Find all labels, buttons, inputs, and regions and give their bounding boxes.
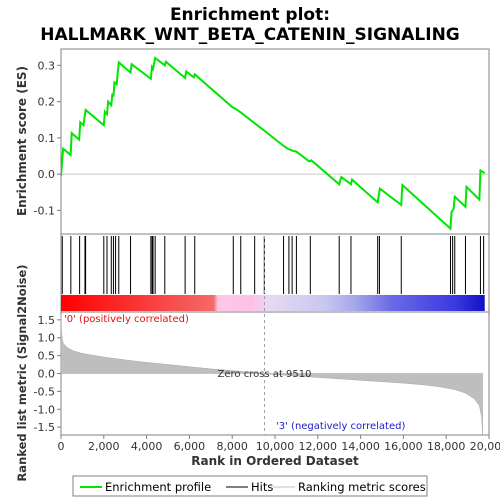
es-panel-frame <box>60 48 490 235</box>
es-y-tick-label: 0.0 <box>38 168 56 181</box>
metric-y-tick-label: 1.0 <box>38 332 56 345</box>
legend-metric-label: Ranking metric scores <box>298 480 426 494</box>
x-tick-label: 6,000 <box>174 440 206 453</box>
legend-enrichment-label: Enrichment profile <box>105 480 211 494</box>
x-axis-ticks: 0 2,000 4,000 6,000 8,000 10,000 12,000 14,000 1… <box>58 435 500 453</box>
legend-hits-label: Hits <box>251 480 273 494</box>
metric-y-tick-label: -1.0 <box>34 403 55 416</box>
es-y-axis-ticks: -0.1 0.0 0.1 0.2 0.3 <box>34 59 61 217</box>
positive-correlation-label: '0' (positively correlated) <box>64 314 189 325</box>
metric-panel: -1.5 -1.0 -0.5 0.0 0.5 1.0 1.5 '0' (positively… <box>15 236 500 482</box>
x-tick-label: 4,000 <box>131 440 163 453</box>
x-tick-label: 2,000 <box>88 440 120 453</box>
ranking-metric-area <box>60 314 483 436</box>
x-axis-label: Rank in Ordered Dataset <box>191 454 359 468</box>
legend: Enrichment profile Hits Ranking metric s… <box>72 475 428 497</box>
x-tick-label: 10,000 <box>256 440 295 453</box>
x-tick-label: 18,000 <box>427 440 466 453</box>
metric-y-axis-ticks: -1.5 -1.0 -0.5 0.0 0.5 1.0 1.5 <box>34 314 61 434</box>
es-y-axis-label: Enrichment score (ES) <box>15 66 29 216</box>
metric-y-tick-label: 0.0 <box>38 368 56 381</box>
es-y-tick-label: -0.1 <box>34 204 55 217</box>
metric-y-tick-label: 1.5 <box>38 314 56 327</box>
x-tick-label: 0 <box>58 440 65 453</box>
metric-y-tick-label: 0.5 <box>38 350 56 363</box>
es-panel: -0.1 0.0 0.1 0.2 0.3 Enrichment score (ES) <box>15 48 490 235</box>
es-y-tick-label: 0.3 <box>38 59 56 72</box>
chart-title-line2: HALLMARK_WNT_BETA_CATENIN_SIGNALING <box>40 25 460 45</box>
es-y-tick-label: 0.2 <box>38 96 56 109</box>
x-tick-label: 14,000 <box>341 440 380 453</box>
es-y-tick-label: 0.1 <box>38 132 56 145</box>
hit-markers <box>61 236 485 294</box>
x-tick-label: 20,000 <box>470 440 500 453</box>
hits-panel <box>60 233 490 313</box>
x-tick-label: 8,000 <box>216 440 248 453</box>
x-tick-label: 12,000 <box>299 440 338 453</box>
metric-y-tick-label: -1.5 <box>34 421 55 434</box>
metric-y-axis-label: Ranked list metric (Signal2Noise) <box>15 264 29 481</box>
chart-title-line1: Enrichment plot: <box>170 5 330 25</box>
enrichment-profile-line <box>61 56 486 231</box>
zero-cross-label: Zero cross at 9510 <box>218 369 312 380</box>
rank-heatmap-bar <box>61 295 485 311</box>
metric-y-tick-label: -0.5 <box>34 385 55 398</box>
legend-frame <box>72 475 428 497</box>
negative-correlation-label: '3' (negatively correlated) <box>276 421 405 432</box>
x-tick-label: 16,000 <box>384 440 423 453</box>
